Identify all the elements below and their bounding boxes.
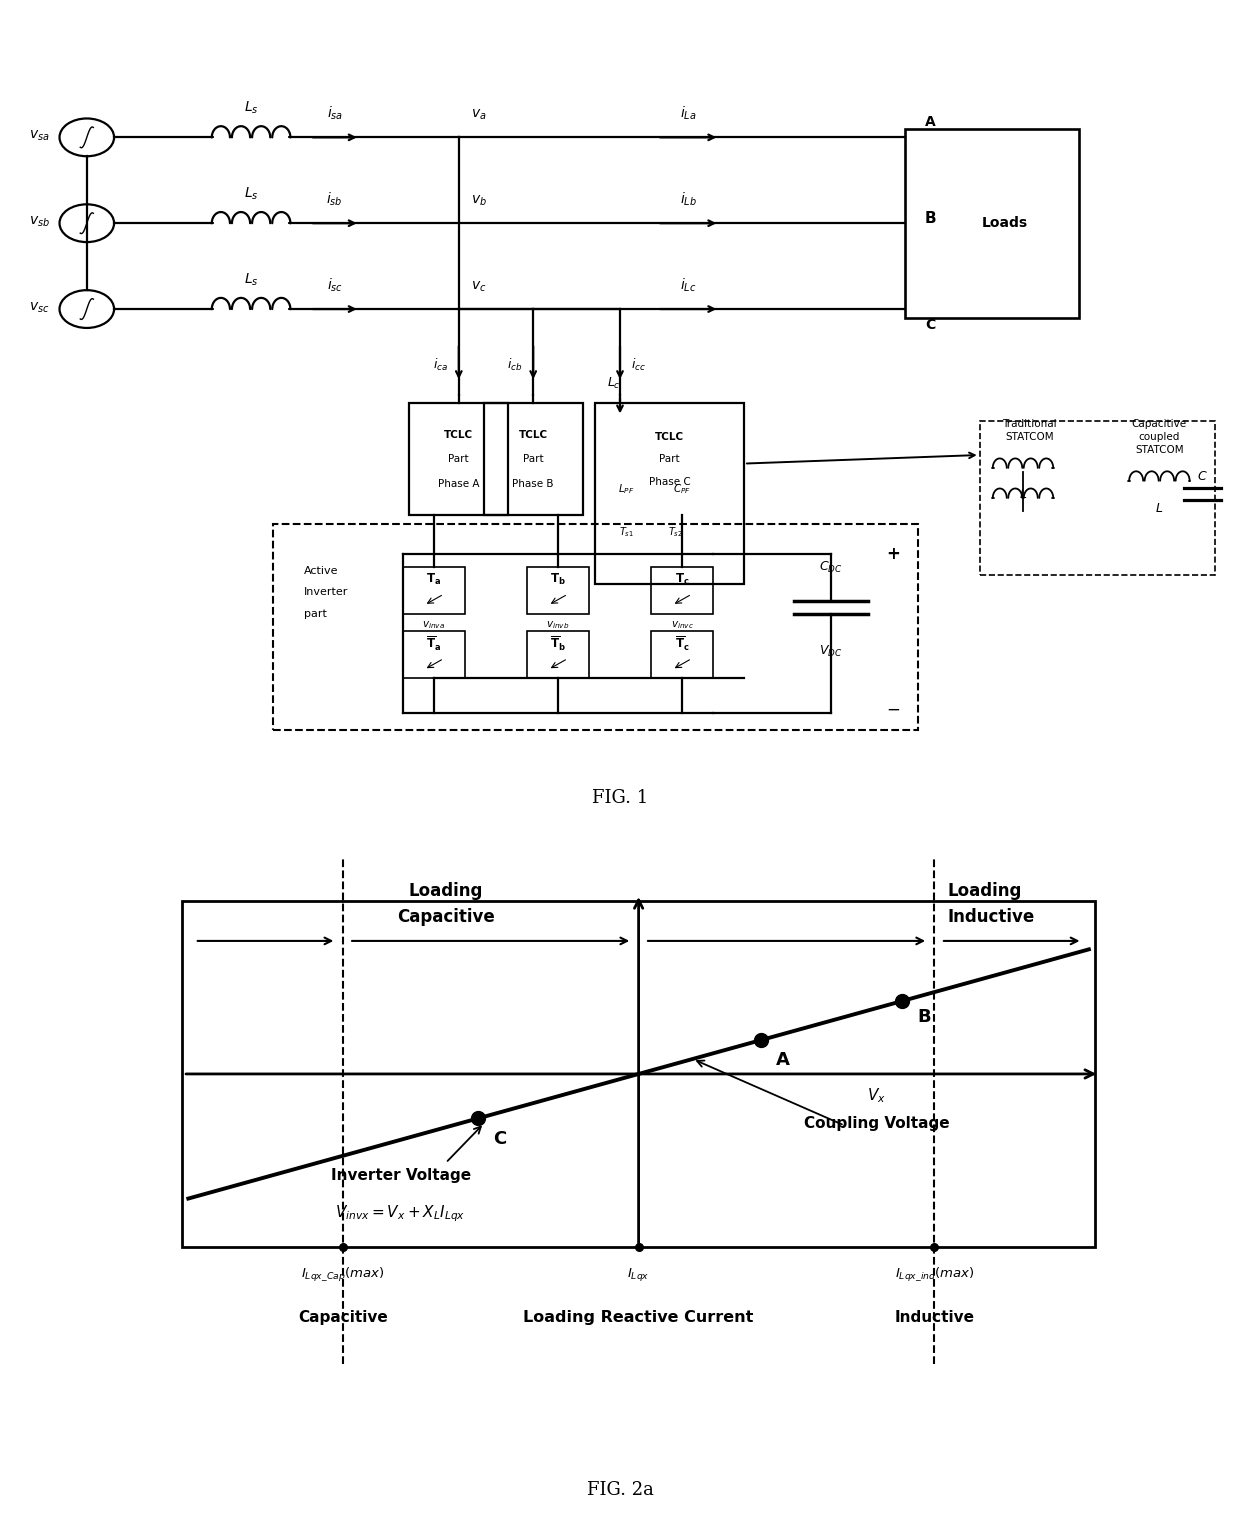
Bar: [651, 632, 713, 678]
Text: $i_{sc}$: $i_{sc}$: [326, 276, 343, 294]
Text: $i_{sb}$: $i_{sb}$: [326, 190, 343, 208]
Text: Part: Part: [523, 454, 543, 464]
Text: $L_s$: $L_s$: [244, 271, 258, 288]
Text: TCLC: TCLC: [655, 432, 684, 442]
Text: $v_c$: $v_c$: [471, 279, 486, 294]
Bar: [651, 567, 713, 613]
Text: Active: Active: [304, 566, 339, 576]
Text: $I_{Lqx\_ind}(max)$: $I_{Lqx\_ind}(max)$: [894, 1266, 975, 1285]
Text: $v_{sb}$: $v_{sb}$: [29, 215, 50, 228]
Text: $I_{Lqx\_Cap}(max)$: $I_{Lqx\_Cap}(max)$: [301, 1266, 384, 1285]
Text: B: B: [918, 1009, 931, 1027]
Bar: [527, 632, 589, 678]
Bar: [484, 403, 583, 515]
Text: $\mathbf{T_a}$: $\mathbf{T_a}$: [427, 572, 441, 587]
Bar: [905, 129, 1079, 317]
Text: $C$: $C$: [1198, 471, 1208, 483]
Text: Inverter Voltage: Inverter Voltage: [331, 1168, 471, 1182]
Text: Capacitive: Capacitive: [397, 908, 495, 926]
Text: Loading: Loading: [947, 881, 1022, 900]
Text: Part: Part: [449, 454, 469, 464]
Text: STATCOM: STATCOM: [1004, 432, 1054, 442]
Text: FIG. 1: FIG. 1: [591, 789, 649, 808]
Bar: [595, 403, 744, 584]
Bar: [182, 901, 1095, 1248]
Text: Inductive: Inductive: [947, 908, 1034, 926]
Text: Part: Part: [660, 454, 680, 464]
Text: $I_{Lqx}$: $I_{Lqx}$: [627, 1266, 650, 1283]
Text: $i_{Lb}$: $i_{Lb}$: [680, 190, 697, 208]
Text: $v_b$: $v_b$: [471, 193, 487, 208]
Text: $i_{La}$: $i_{La}$: [680, 104, 697, 123]
Text: $v_a$: $v_a$: [471, 107, 487, 123]
Text: $T_{s1}$: $T_{s1}$: [619, 526, 634, 540]
Text: A: A: [776, 1052, 790, 1070]
Text: Phase A: Phase A: [438, 478, 480, 489]
Text: $V_{invx}=V_x+X_LI_{Lqx}$: $V_{invx}=V_x+X_LI_{Lqx}$: [336, 1203, 466, 1223]
Bar: [403, 567, 465, 613]
Text: C: C: [494, 1130, 506, 1148]
Text: Phase C: Phase C: [649, 477, 691, 486]
Text: B: B: [924, 212, 936, 227]
Text: $\mathbf{\overline{T}_a}$: $\mathbf{\overline{T}_a}$: [427, 635, 441, 653]
Bar: [527, 567, 589, 613]
Text: $i_{ca}$: $i_{ca}$: [433, 357, 448, 373]
Text: $\mathbf{T_b}$: $\mathbf{T_b}$: [551, 572, 565, 587]
Text: $\mathbf{T_c}$: $\mathbf{T_c}$: [675, 572, 689, 587]
Text: $-$: $-$: [885, 699, 900, 717]
Text: Inverter: Inverter: [304, 587, 348, 598]
Text: A: A: [925, 115, 935, 129]
Text: Capacitive: Capacitive: [1132, 419, 1187, 429]
Text: Loads: Loads: [981, 216, 1028, 230]
Text: $v_{sa}$: $v_{sa}$: [29, 129, 50, 143]
Text: Traditional: Traditional: [1002, 419, 1056, 429]
Text: Loading Reactive Current: Loading Reactive Current: [523, 1311, 754, 1325]
Text: $L_c$: $L_c$: [606, 376, 621, 391]
Text: part: part: [304, 609, 326, 619]
Text: $i_{cb}$: $i_{cb}$: [507, 357, 522, 373]
Text: Phase B: Phase B: [512, 478, 554, 489]
Text: $\mathbf{\overline{T}_c}$: $\mathbf{\overline{T}_c}$: [675, 635, 689, 653]
Text: $v_{sc}$: $v_{sc}$: [29, 300, 50, 314]
Text: +: +: [885, 544, 900, 563]
Text: $v_{invb}$: $v_{invb}$: [547, 619, 569, 632]
Bar: [409, 403, 508, 515]
Text: Coupling Voltage: Coupling Voltage: [804, 1116, 950, 1131]
Text: Capacitive: Capacitive: [298, 1311, 388, 1325]
Text: $L_{PF}$: $L_{PF}$: [618, 483, 635, 497]
Text: $L$: $L$: [1156, 503, 1163, 515]
Text: $C_{DC}$: $C_{DC}$: [820, 560, 842, 575]
Text: $L_s$: $L_s$: [244, 185, 258, 202]
Text: FIG. 2a: FIG. 2a: [587, 1481, 653, 1499]
Text: $L_s$: $L_s$: [244, 100, 258, 117]
Text: coupled: coupled: [1138, 432, 1180, 442]
Text: TCLC: TCLC: [444, 429, 474, 440]
Text: TCLC: TCLC: [518, 429, 548, 440]
Text: $C_{PF}$: $C_{PF}$: [673, 483, 691, 497]
Text: $\mathbf{\overline{T}_b}$: $\mathbf{\overline{T}_b}$: [551, 635, 565, 653]
Text: C: C: [925, 317, 935, 331]
Text: $v_{invc}$: $v_{invc}$: [671, 619, 693, 632]
Bar: [403, 632, 465, 678]
Bar: [980, 420, 1215, 575]
Text: Loading: Loading: [408, 881, 482, 900]
Text: Inductive: Inductive: [894, 1311, 975, 1325]
Text: $T_{s2}$: $T_{s2}$: [668, 526, 683, 540]
Text: $L$: $L$: [1019, 487, 1027, 501]
Text: $v_{inva}$: $v_{inva}$: [423, 619, 445, 632]
Bar: [273, 524, 918, 730]
Text: $V_x$: $V_x$: [867, 1085, 887, 1105]
Text: STATCOM: STATCOM: [1135, 445, 1184, 455]
Text: $i_{Lc}$: $i_{Lc}$: [680, 276, 697, 294]
Text: $V_{DC}$: $V_{DC}$: [820, 644, 842, 659]
Text: $i_{sa}$: $i_{sa}$: [326, 104, 343, 123]
Text: $i_{cc}$: $i_{cc}$: [631, 357, 646, 373]
